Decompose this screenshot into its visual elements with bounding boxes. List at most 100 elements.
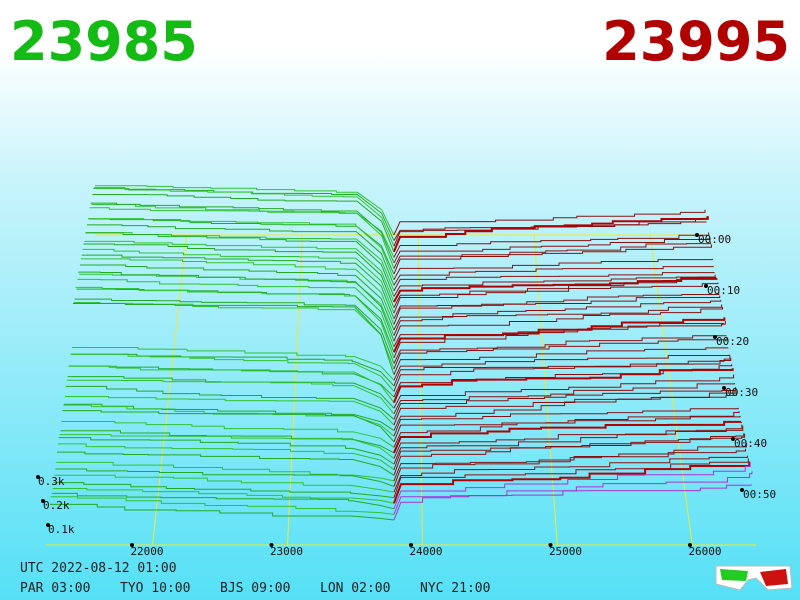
bid-depth-line xyxy=(81,254,395,320)
ask-depth-line xyxy=(393,374,735,409)
bid-depth-line xyxy=(58,437,395,465)
ask-depth-line xyxy=(393,420,742,454)
ask-depth-line xyxy=(393,323,724,348)
bid-depth-line xyxy=(73,302,395,370)
ask-depth-line xyxy=(393,321,726,359)
zone-time: TYO 10:00 xyxy=(120,581,190,596)
grid-line xyxy=(417,234,423,546)
ask-depth-line xyxy=(393,357,732,392)
ask-depth-line xyxy=(393,304,723,336)
bid-depth-line xyxy=(74,298,395,364)
bid-depth-line xyxy=(53,482,395,499)
ask-depth-line xyxy=(393,347,729,375)
ask-depth-line xyxy=(393,354,730,381)
price-tick xyxy=(409,543,413,547)
bid-depth-line xyxy=(72,303,395,375)
bid-depth-line xyxy=(65,385,395,420)
ask-depth-line xyxy=(392,216,709,253)
time-label: 00:30 xyxy=(725,386,758,399)
bid-depth-line xyxy=(85,232,395,297)
bid-depth-line xyxy=(52,488,395,504)
ask-depth-line xyxy=(393,306,724,342)
ask-depth-line xyxy=(393,442,747,487)
bid-depth-line xyxy=(80,264,395,331)
bid-depth-line xyxy=(94,187,395,241)
ask-depth-line xyxy=(393,292,720,320)
time-tick xyxy=(722,386,726,390)
bid-depth-line xyxy=(75,286,395,359)
bid-depth-line xyxy=(89,207,395,269)
time-label: 00:10 xyxy=(707,284,740,297)
time-label: 00:20 xyxy=(716,335,749,348)
ask-depth-line xyxy=(393,425,744,465)
bid-depth-line xyxy=(70,353,395,392)
bid-depth-line xyxy=(57,451,395,476)
ask-depth-line xyxy=(393,424,743,459)
depth-label: 0.2k xyxy=(43,499,70,512)
zone-time: BJS 09:00 xyxy=(220,581,290,596)
ask-depth-line xyxy=(393,335,727,364)
ask-depth-line xyxy=(393,209,706,236)
bid-depth-line xyxy=(56,461,395,482)
bid-depth-line xyxy=(88,218,395,275)
bid-depth-line xyxy=(90,202,395,264)
ask-depth-line xyxy=(393,278,718,308)
ask-depth-line xyxy=(393,237,711,264)
price-label: 25000 xyxy=(549,545,582,558)
bid-depth-line xyxy=(55,468,395,487)
price-label: 24000 xyxy=(409,545,442,558)
grid-line xyxy=(151,234,187,546)
ask-depth-line xyxy=(393,411,740,442)
time-label: 00:50 xyxy=(743,488,776,501)
zone-time: PAR 03:00 xyxy=(20,581,90,596)
time-tick xyxy=(695,233,699,237)
bid-depth-line xyxy=(50,496,395,515)
bid-depth-line xyxy=(57,443,395,471)
utc-time: UTC 2022-08-12 01:00 xyxy=(20,561,177,576)
bid-depth-line xyxy=(87,224,395,286)
zone-time: NYC 21:00 xyxy=(420,581,490,596)
price-tick xyxy=(688,543,692,547)
depth-tick xyxy=(36,475,40,479)
price-tick xyxy=(130,543,134,547)
ask-depth-line xyxy=(393,433,746,476)
bid-depth-line xyxy=(61,421,395,448)
ask-depth-line xyxy=(393,387,736,420)
depth-label: 0.3k xyxy=(38,475,65,488)
time-label: 00:40 xyxy=(734,437,767,450)
ask-depth-line xyxy=(393,368,734,404)
ask-price: 23995 xyxy=(602,10,790,73)
bid-depth-line xyxy=(77,278,395,347)
ask-depth-line xyxy=(393,394,737,426)
time-label: 00:00 xyxy=(698,233,731,246)
bid-depth-line xyxy=(62,410,395,443)
ask-depth-line xyxy=(393,484,752,515)
depth-tick xyxy=(41,499,45,503)
bid-depth-line xyxy=(72,346,395,381)
ask-depth-line xyxy=(393,241,712,269)
ask-depth-line xyxy=(393,232,710,258)
price-tick xyxy=(548,543,553,547)
price-label: 22000 xyxy=(130,545,163,558)
grid-line xyxy=(286,234,303,546)
bid-depth-line xyxy=(76,288,395,353)
bid-depth-line xyxy=(50,503,395,521)
zone-time: LON 02:00 xyxy=(320,581,390,596)
price-label: 23000 xyxy=(270,545,303,558)
bid-depth-line xyxy=(95,185,395,236)
bid-depth-line xyxy=(80,258,395,325)
ask-depth-line xyxy=(393,337,728,370)
ask-depth-line xyxy=(393,383,735,415)
bid-depth-line xyxy=(54,474,395,493)
bid-depth-line xyxy=(83,243,395,308)
time-tick xyxy=(731,437,735,441)
ask-depth-line xyxy=(393,258,713,280)
bid-price: 23985 xyxy=(10,10,198,73)
ask-depth-line xyxy=(393,300,722,331)
ask-depth-line xyxy=(393,390,738,431)
time-tick xyxy=(713,335,717,339)
bid-depth-line xyxy=(64,403,395,432)
ask-depth-line xyxy=(393,415,741,448)
